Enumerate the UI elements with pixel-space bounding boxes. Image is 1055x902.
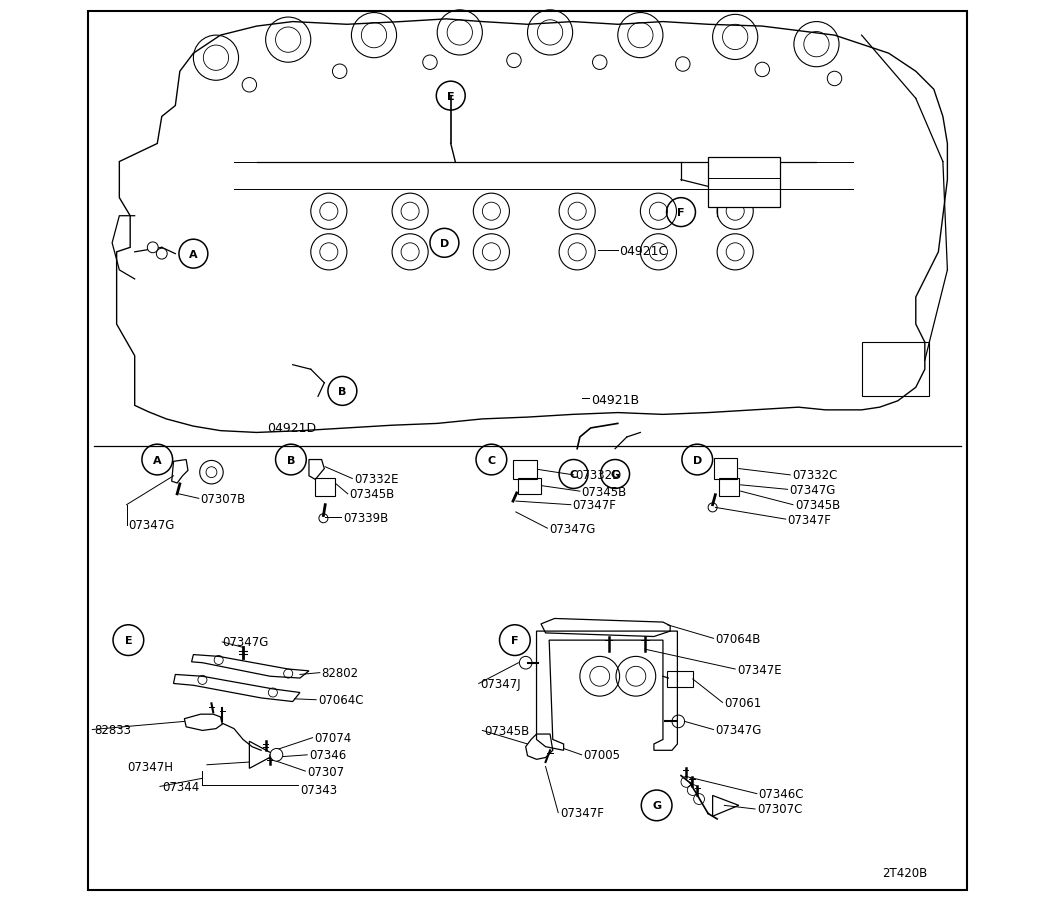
Text: E: E: [447, 91, 455, 102]
Circle shape: [827, 72, 842, 87]
Text: B: B: [287, 455, 295, 465]
Text: 82833: 82833: [94, 723, 131, 736]
Circle shape: [270, 749, 283, 761]
Text: 07345B: 07345B: [794, 499, 840, 511]
Text: 07343: 07343: [300, 783, 337, 796]
Bar: [862, 343, 929, 397]
Text: 2T420B: 2T420B: [882, 866, 927, 879]
Text: 07347J: 07347J: [480, 677, 521, 690]
Circle shape: [423, 56, 437, 70]
Circle shape: [332, 65, 347, 79]
Bar: [513, 460, 537, 480]
Text: C: C: [487, 455, 496, 465]
Text: 07005: 07005: [583, 749, 620, 761]
Text: 07332C: 07332C: [792, 469, 838, 482]
Text: 04921D: 04921D: [267, 421, 316, 434]
Text: 07339B: 07339B: [343, 511, 388, 524]
Bar: [315, 478, 335, 496]
Circle shape: [506, 54, 521, 69]
Text: 04921B: 04921B: [591, 393, 639, 406]
Text: 04921C: 04921C: [619, 244, 668, 257]
Text: 07345B: 07345B: [349, 488, 395, 501]
Text: 82802: 82802: [322, 667, 359, 679]
Text: 07346: 07346: [309, 749, 346, 761]
Bar: [718, 478, 738, 496]
Text: 07064B: 07064B: [715, 632, 761, 645]
Text: 07347F: 07347F: [788, 513, 831, 526]
Circle shape: [148, 243, 158, 253]
Text: 07344: 07344: [161, 780, 199, 793]
Circle shape: [755, 63, 769, 78]
Text: 07064C: 07064C: [318, 694, 364, 706]
Bar: [518, 478, 541, 494]
Circle shape: [243, 78, 256, 93]
Circle shape: [593, 56, 607, 70]
Text: E: E: [124, 635, 132, 646]
Text: 07332E: 07332E: [354, 473, 399, 485]
Text: 07347H: 07347H: [128, 760, 173, 773]
Text: 07347G: 07347G: [550, 522, 595, 535]
Text: G: G: [652, 800, 661, 811]
Text: 07347E: 07347E: [737, 663, 782, 676]
Text: 07074: 07074: [314, 732, 351, 744]
Text: 07347G: 07347G: [129, 519, 175, 531]
Text: G: G: [611, 469, 619, 480]
Text: 07347G: 07347G: [223, 636, 269, 649]
Circle shape: [156, 249, 167, 260]
Bar: [708, 158, 781, 207]
Text: 07347F: 07347F: [560, 806, 603, 819]
Text: D: D: [440, 238, 449, 249]
Bar: [668, 671, 693, 687]
Text: A: A: [189, 249, 197, 260]
Circle shape: [675, 58, 690, 72]
Text: B: B: [339, 386, 347, 397]
Text: C: C: [570, 469, 578, 480]
Text: 07347G: 07347G: [789, 483, 836, 496]
Text: 07061: 07061: [725, 696, 762, 709]
Text: 07347G: 07347G: [715, 723, 762, 736]
Bar: [713, 458, 737, 480]
Text: F: F: [511, 635, 519, 646]
Text: 07345B: 07345B: [484, 724, 530, 737]
Text: 07347F: 07347F: [573, 499, 616, 511]
Polygon shape: [117, 20, 947, 433]
Text: 07332D: 07332D: [575, 469, 621, 482]
Text: 07345B: 07345B: [581, 485, 627, 498]
Text: D: D: [693, 455, 702, 465]
Text: A: A: [153, 455, 161, 465]
Bar: [708, 179, 781, 189]
Text: 07307C: 07307C: [756, 803, 802, 815]
Text: 07307: 07307: [307, 765, 344, 778]
Text: 07346C: 07346C: [759, 787, 804, 800]
Text: 07307B: 07307B: [200, 492, 246, 505]
Text: F: F: [677, 207, 685, 218]
